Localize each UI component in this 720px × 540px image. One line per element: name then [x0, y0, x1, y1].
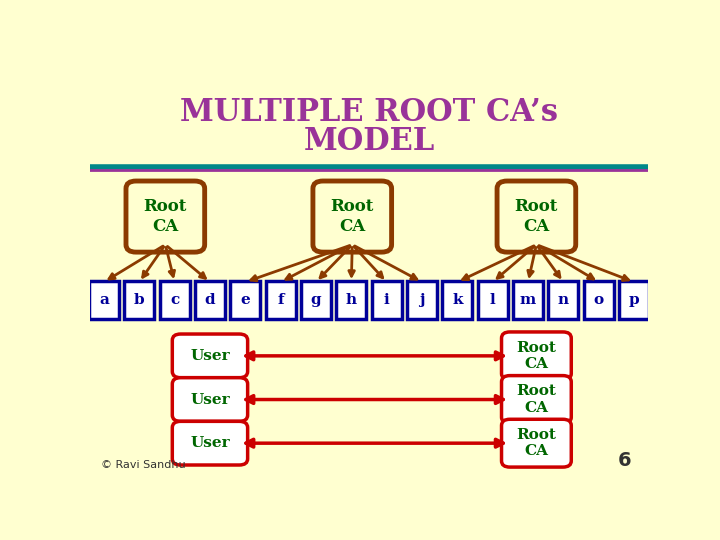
FancyBboxPatch shape [497, 181, 576, 252]
FancyBboxPatch shape [230, 281, 261, 319]
FancyBboxPatch shape [407, 281, 437, 319]
Text: h: h [346, 293, 357, 307]
FancyBboxPatch shape [89, 281, 119, 319]
Text: Root
CA: Root CA [515, 198, 558, 235]
Text: MULTIPLE ROOT CA’s: MULTIPLE ROOT CA’s [180, 97, 558, 128]
FancyBboxPatch shape [195, 281, 225, 319]
FancyBboxPatch shape [172, 421, 248, 465]
Text: m: m [520, 293, 536, 307]
FancyBboxPatch shape [172, 334, 248, 377]
FancyBboxPatch shape [125, 281, 154, 319]
Text: e: e [240, 293, 250, 307]
FancyBboxPatch shape [336, 281, 366, 319]
Text: Root
CA: Root CA [330, 198, 374, 235]
Text: j: j [419, 293, 425, 307]
FancyBboxPatch shape [513, 281, 543, 319]
Text: User: User [190, 436, 230, 450]
FancyBboxPatch shape [502, 376, 571, 423]
Text: n: n [558, 293, 569, 307]
FancyBboxPatch shape [584, 281, 613, 319]
Text: c: c [170, 293, 179, 307]
Text: Root
CA: Root CA [144, 198, 187, 235]
FancyBboxPatch shape [313, 181, 392, 252]
Text: d: d [204, 293, 215, 307]
Text: l: l [490, 293, 495, 307]
Text: Root
CA: Root CA [516, 384, 557, 415]
FancyBboxPatch shape [160, 281, 189, 319]
FancyBboxPatch shape [502, 419, 571, 467]
Text: k: k [452, 293, 463, 307]
FancyBboxPatch shape [172, 377, 248, 421]
Text: User: User [190, 393, 230, 407]
Text: Root
CA: Root CA [516, 428, 557, 458]
FancyBboxPatch shape [549, 281, 578, 319]
FancyBboxPatch shape [372, 281, 402, 319]
FancyBboxPatch shape [442, 281, 472, 319]
FancyBboxPatch shape [502, 332, 571, 380]
Text: MODEL: MODEL [303, 126, 435, 157]
Text: o: o [594, 293, 604, 307]
FancyBboxPatch shape [619, 281, 649, 319]
FancyBboxPatch shape [126, 181, 204, 252]
Text: f: f [277, 293, 284, 307]
Text: 6: 6 [618, 451, 631, 470]
Text: g: g [310, 293, 321, 307]
Text: i: i [384, 293, 390, 307]
FancyBboxPatch shape [301, 281, 331, 319]
Text: User: User [190, 349, 230, 363]
Text: Root
CA: Root CA [516, 341, 557, 371]
Text: a: a [99, 293, 109, 307]
FancyBboxPatch shape [477, 281, 508, 319]
Text: p: p [629, 293, 639, 307]
FancyBboxPatch shape [266, 281, 296, 319]
Text: © Ravi Sandhu: © Ravi Sandhu [101, 460, 186, 470]
Text: b: b [134, 293, 145, 307]
